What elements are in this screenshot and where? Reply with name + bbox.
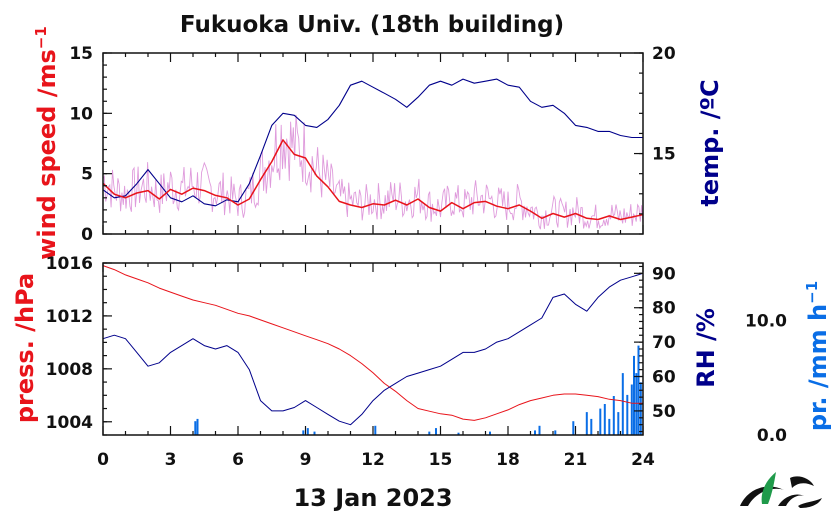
precipitation-bar [194, 421, 197, 435]
precipitation-bar [572, 421, 575, 435]
wind-tick-label: 5 [81, 165, 93, 185]
x-tick-label: 3 [165, 450, 177, 470]
x-tick-label: 0 [97, 450, 109, 470]
pressure-series [102, 265, 643, 421]
wind-tick-label: 0 [81, 225, 93, 245]
precipitation-bar [428, 431, 431, 435]
rh-tick-label: 90 [652, 264, 676, 284]
precip-tick-label: 10.0 [745, 311, 787, 331]
precipitation-bar [612, 396, 615, 435]
humidity-axis-label: RH /% [692, 308, 720, 388]
precipitation-bar [617, 412, 620, 435]
temp-tick-label: 20 [652, 44, 676, 64]
precipitation-bar [590, 418, 593, 435]
precipitation-bar [626, 394, 629, 435]
precipitation-bar [603, 404, 606, 435]
precipitation-bar [534, 430, 536, 435]
precipitation-series [194, 345, 642, 435]
pressure-tick-label: 1016 [46, 254, 93, 274]
precipitation-bar [302, 430, 305, 435]
top-panel-frame [102, 52, 644, 235]
precipitation-bar [630, 384, 633, 435]
precipitation-axis-label: pr. /mm h−1 [803, 281, 832, 431]
precipitation-bar [306, 428, 309, 435]
rh-tick-label: 50 [652, 402, 676, 422]
humidity-series [102, 272, 644, 426]
precipitation-tick-labels: 0.0 10.0 [745, 311, 787, 446]
x-tick-label: 21 [564, 450, 588, 470]
pressure-tick-label: 1004 [46, 413, 93, 433]
wind-tick-label: 10 [69, 104, 93, 124]
humidity-line [102, 272, 644, 426]
precipitation-bar [621, 373, 624, 435]
pressure-tick-label: 1008 [46, 360, 93, 380]
wind-speed-axis-label: wind speed /ms−1 [32, 26, 61, 260]
top-panel-ticks: 0 5 10 15 15 20 [69, 44, 676, 245]
precipitation-bar [599, 408, 602, 435]
date-label: 13 Jan 2023 [293, 484, 452, 512]
pressure-line [102, 265, 643, 421]
precipitation-bar [635, 373, 638, 435]
x-tick-label: 15 [429, 450, 453, 470]
wind-speed-series [102, 139, 644, 221]
x-tick-label: 18 [496, 450, 520, 470]
x-tick-label: 9 [300, 450, 312, 470]
x-tick-label: 12 [361, 450, 385, 470]
precipitation-bar [554, 430, 557, 435]
temperature-axis-label: temp. /ºC [696, 79, 724, 206]
temp-tick-label: 15 [652, 145, 676, 165]
precipitation-bar [435, 428, 437, 435]
temperature-series [102, 78, 643, 207]
pressure-tick-label: 1012 [46, 307, 93, 327]
precipitation-bar [585, 412, 588, 435]
wind-tick-label: 15 [69, 44, 93, 64]
temperature-line [102, 78, 643, 207]
institution-logo-icon [740, 472, 822, 508]
wind-gust-line [102, 114, 644, 230]
rh-tick-label: 70 [652, 333, 676, 353]
precipitation-bar [313, 431, 316, 435]
wind-speed-line [102, 139, 644, 221]
precipitation-bar [374, 425, 377, 435]
precipitation-bar [196, 418, 199, 435]
precipitation-bar [639, 382, 642, 435]
rh-tick-label: 80 [652, 299, 676, 319]
precipitation-bar [608, 418, 611, 435]
x-tick-label: 6 [232, 450, 244, 470]
wind-gust-series [102, 114, 644, 230]
precip-tick-label: 0.0 [757, 426, 787, 446]
precipitation-bar [457, 432, 460, 435]
precipitation-bar [633, 355, 635, 435]
bottom-panel-ticks: 1004 1008 1012 1016 50 60 70 80 90 [46, 254, 676, 436]
pressure-axis-label: press. /hPa [11, 273, 39, 423]
x-tick-label: 24 [631, 450, 655, 470]
precipitation-bar [489, 431, 491, 435]
precipitation-bar [538, 425, 541, 435]
precipitation-bar [637, 345, 640, 435]
x-tick-labels: 0 3 6 9 12 15 18 21 24 [97, 450, 655, 470]
chart-title: Fukuoka Univ. (18th building) [180, 12, 564, 38]
bottom-panel-frame [102, 262, 644, 436]
rh-tick-label: 60 [652, 368, 676, 388]
